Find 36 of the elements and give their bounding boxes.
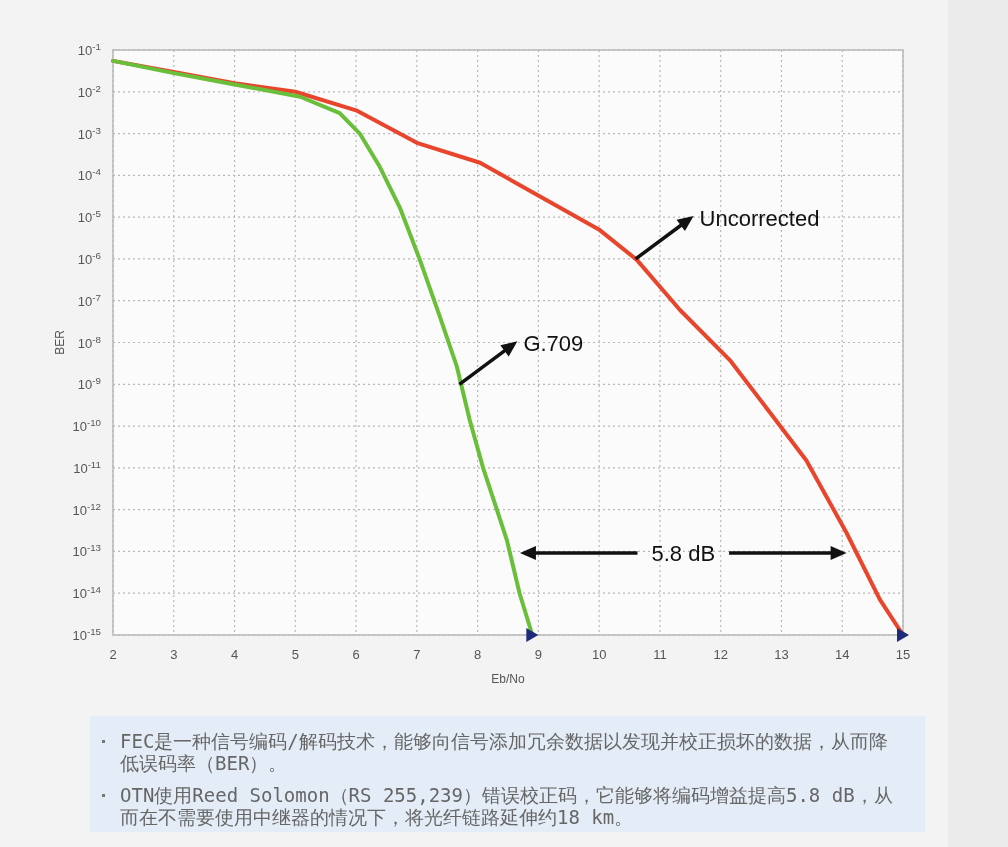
x-tick-label: 15: [895, 647, 911, 662]
y-tick-label: 10$^{-2}$: [77, 82, 101, 100]
x-axis-title: Eb/No: [491, 672, 525, 686]
y-tick-label: 10$^{-12}$: [72, 500, 101, 518]
x-tick-label: 12: [713, 647, 728, 662]
x-tick-label: 3: [170, 647, 178, 662]
y-tick-label: 10$^{-13}$: [72, 541, 101, 560]
y-tick-label: 10$^{-11}$: [73, 458, 101, 476]
y-tick-label: 10$^{-3}$: [77, 124, 101, 142]
y-tick-label: 10$^{-8}$: [77, 333, 101, 351]
x-tick-label: 8: [474, 647, 482, 662]
y-tick-label: 10$^{-15}$: [72, 625, 102, 643]
annotation: 5.8 dB: [651, 541, 716, 566]
x-tick-label: 7: [413, 647, 421, 662]
x-tick-label: 5: [291, 647, 299, 662]
y-tick-label: 10$^{-10}$: [72, 416, 102, 435]
y-tick-label: 10$^{-1}$: [77, 40, 101, 58]
x-tick-label: 11: [653, 647, 667, 662]
annotation: G.709: [523, 331, 584, 357]
x-tick-label: 6: [352, 647, 360, 662]
text: OTN使用Reed Solomon（RS 255,239）错误校正码，它能够将编码增益提高5.8 dB，从而在不需要使用中继器的情况下，将光纤链路延伸约18 km。: [120, 784, 893, 828]
x-tick-label: 13: [774, 647, 789, 662]
x-tick-label: 10: [591, 647, 607, 662]
y-tick-label: 10$^{-14}$: [72, 583, 102, 602]
x-tick-label: 14: [835, 647, 850, 662]
y-tick-label: 10$^{-7}$: [77, 291, 101, 309]
text: FEC是一种信号编码/解码技术，能够向信号添加冗余数据以发现并校正损坏的数据，从而降低误码率（BER）。: [120, 730, 888, 774]
y-tick-label: 10$^{-4}$: [77, 165, 102, 184]
annotation: Uncorrected: [699, 205, 820, 231]
y-tick-label: 10$^{-9}$: [77, 374, 101, 393]
y-axis-title: BER: [53, 329, 67, 355]
x-tick-label: 2: [109, 647, 117, 662]
y-tick-label: 10$^{-6}$: [77, 249, 101, 267]
x-tick-label: 9: [534, 647, 542, 662]
x-tick-label: 4: [230, 647, 239, 662]
y-tick-label: 10$^{-5}$: [77, 207, 102, 226]
